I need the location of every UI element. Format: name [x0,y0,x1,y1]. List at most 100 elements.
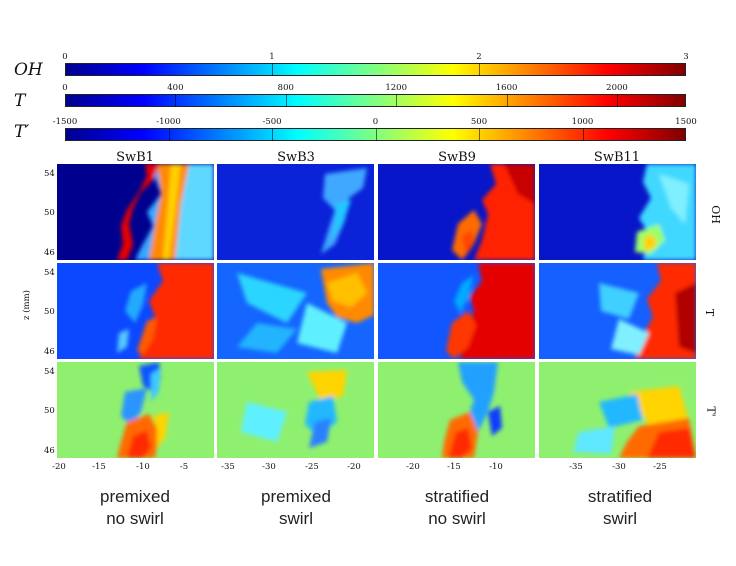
flame-structure-2 [647,428,696,458]
colorbar-oh [65,63,686,76]
flame-structure-3 [127,430,151,458]
panel-swb11-tprime [539,362,696,458]
flame-structure-1 [446,311,476,359]
x-tick-swb11-2: -30 [612,462,626,472]
case-label-swb9-line2: no swirl [428,509,486,528]
column-title-swb1: SwB1 [116,150,154,165]
y-tick-row1-50: 50 [44,208,55,218]
colorbar-oh-tick-label-0: 0 [62,52,68,62]
colorbar-t-tick-label-5: 2000 [606,83,628,93]
x-tick-swb3-2: -30 [262,462,276,472]
y-tick-row3-50: 50 [44,406,55,416]
y-tick-row2-46: 46 [44,347,55,357]
panel-swb1-oh [57,164,214,260]
flame-structure-2 [643,234,657,252]
flame-structure-1 [137,317,157,355]
colorbar-tprime-tick-mark-1 [168,128,170,141]
panel-field-swb1-t [57,263,214,359]
panel-field-swb11-oh [539,164,696,260]
flame-structure-3 [599,394,643,428]
flame-structure-1 [121,388,147,426]
panel-background [217,362,374,458]
x-tick-swb9-2: -15 [447,462,461,472]
panel-swb9-tprime [378,362,535,458]
panel-field-swb3-t [217,263,374,359]
row-label-tprime: T' [704,406,718,417]
colorbar-oh-tick-mark-1 [272,63,273,76]
colorbar-tprime-tick-label-4: 500 [470,117,488,127]
y-tick-row2-50: 50 [44,307,55,317]
x-tick-swb1-1: -20 [52,462,66,472]
colorbar-t-tick-mark-1 [175,94,177,107]
colorbar-t-label: T [14,91,26,111]
column-title-swb11: SwB11 [593,150,641,165]
colorbar-tprime-tick-mark-5 [582,128,584,141]
panel-swb3-tprime [217,362,374,458]
colorbar-oh-tick-label-3: 3 [683,52,689,62]
flame-structure-0 [460,263,535,359]
flame-structure-1 [675,283,696,353]
colorbar-t [65,94,686,107]
panel-field-swb3-tprime [217,362,374,458]
row-label-oh: OH [708,205,722,224]
colorbar-tprime-tick-label-1: -1000 [156,117,181,127]
flame-structure-3 [462,230,474,256]
flame-structure-2 [454,275,474,313]
panel-swb11-t [539,263,696,359]
colorbar-oh-tick-label-1: 1 [269,52,275,62]
colorbar-tprime-tick-label-2: -500 [262,117,282,127]
colorbar-tprime-tick-label-3: 0 [372,117,379,127]
y-tick-row1-54: 54 [44,169,55,179]
panel-swb1-tprime [57,362,214,458]
x-tick-swb3-4: -20 [347,462,361,472]
flame-structure-0 [458,362,498,432]
colorbar-t-tick-label-0: 0 [62,83,68,93]
flame-structure-5 [151,368,161,402]
panel-field-swb11-tprime [539,362,696,458]
flame-structure-3 [241,402,287,442]
case-label-swb1: premixed no swirl [60,486,210,530]
flame-structure-1 [504,164,535,204]
flame-structure-4 [153,412,169,448]
colorbar-tprime-tick-label-0: -1500 [52,117,78,127]
x-tick-swb1-4: -5 [179,462,189,472]
case-label-swb1-line1: premixed [100,487,170,506]
colorbar-tprime-tick-label-5: 1000 [571,117,594,127]
flame-structure-2 [125,283,147,323]
y-tick-row1-46: 46 [44,248,55,258]
case-label-swb3: premixed swirl [221,486,371,530]
flame-structure-0 [307,370,347,402]
flame-structure-1 [331,200,351,240]
x-tick-swb11-1: -35 [569,462,583,472]
x-tick-swb11-3: -25 [653,462,667,472]
panel-field-swb11-t [539,263,696,359]
flame-structure-3 [448,428,472,458]
x-tick-swb1-3: -10 [136,462,150,472]
panel-swb3-oh [217,164,374,260]
panel-field-swb9-t [378,263,535,359]
case-label-swb11-line2: swirl [603,509,637,528]
panel-swb11-oh [539,164,696,260]
flame-structure-0 [629,386,689,426]
colorbar-t-tick-label-1: 400 [167,83,184,93]
panel-field-swb1-oh [57,164,214,260]
x-tick-swb3-3: -25 [305,462,319,472]
panel-swb3-t [217,263,374,359]
x-tick-swb9-1: -20 [406,462,420,472]
colorbar-t-tick-mark-4 [506,94,508,107]
panel-swb1-t [57,263,214,359]
colorbar-tprime-tick-mark-2 [272,128,273,141]
x-tick-swb1-2: -15 [92,462,106,472]
flame-structure-0 [139,263,214,359]
column-title-swb3: SwB3 [277,150,315,165]
colorbar-t-tick-label-3: 1200 [385,83,408,93]
case-label-swb11: stratified swirl [545,486,695,530]
y-tick-row3-46: 46 [44,446,55,456]
panel-field-swb9-tprime [378,362,535,458]
panel-field-swb9-oh [378,164,535,260]
panel-swb9-oh [378,164,535,260]
case-label-swb3-line1: premixed [261,487,331,506]
flame-structure-2 [237,273,307,323]
colorbar-oh-tick-label-2: 2 [476,52,482,62]
